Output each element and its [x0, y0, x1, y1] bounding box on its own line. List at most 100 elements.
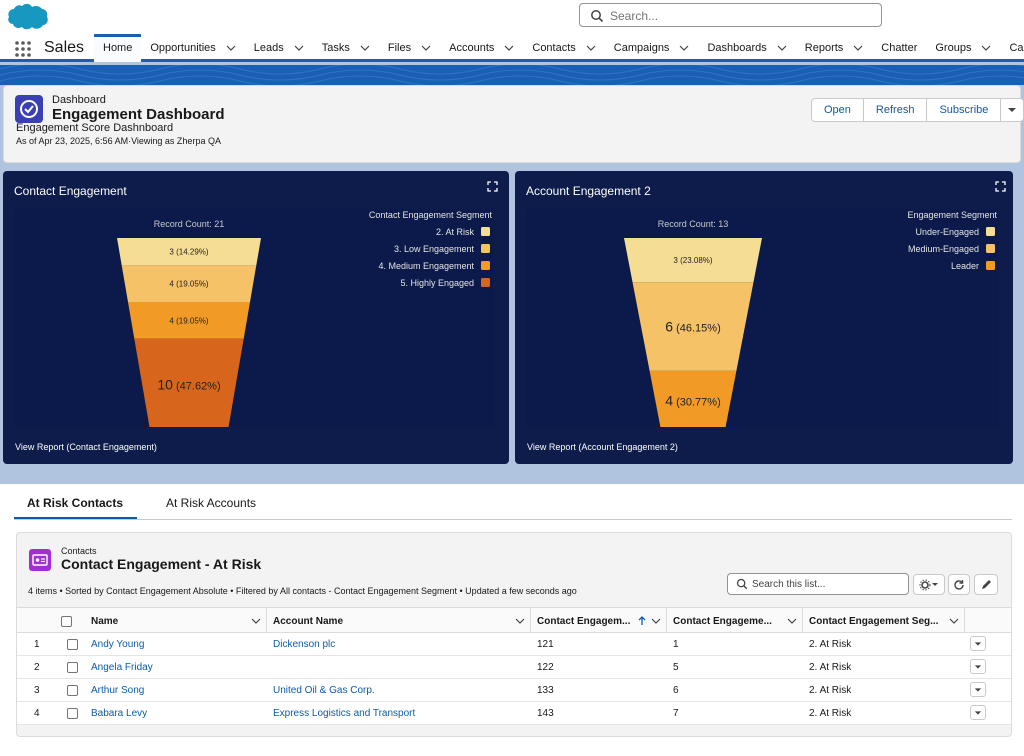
nav-tab-label: Opportunities [150, 42, 216, 54]
header-engagement-score[interactable]: Contact Engageme... [667, 608, 803, 634]
refresh-button[interactable]: Refresh [862, 98, 928, 122]
view-report-link[interactable]: View Report (Account Engagement 2) [527, 442, 678, 452]
nav-tab-reports[interactable]: Reports [796, 34, 873, 62]
legend-swatch [481, 227, 490, 236]
list-search-input[interactable]: Search this list... [727, 573, 909, 595]
legend-swatch [986, 244, 995, 253]
account-name-link[interactable]: Express Logistics and Transport [273, 708, 416, 719]
account-name-link[interactable]: United Oil & Gas Corp. [273, 685, 375, 696]
funnel-pct-label: (19.05%) [174, 280, 209, 289]
row-checkbox[interactable] [67, 639, 78, 650]
header-engagement-segment[interactable]: Contact Engagement Seg... [803, 608, 965, 634]
chevron-down-icon[interactable] [586, 43, 596, 53]
app-nav-bar: Sales Home Opportunities Leads Tasks Files Ac… [0, 34, 1024, 62]
header-name-label: Name [91, 615, 119, 627]
nav-tab-calendar[interactable]: Calendar [1000, 34, 1024, 62]
legend-swatch [481, 244, 490, 253]
pattern-icon [0, 65, 1024, 85]
legend-entry: Under-Engaged [915, 227, 979, 237]
select-all-checkbox[interactable] [61, 615, 72, 627]
contact-name-link[interactable]: Babara Levy [91, 708, 148, 719]
nav-tab-leads[interactable]: Leads [245, 34, 313, 62]
header-engagement-absolute[interactable]: Contact Engagem... [531, 608, 667, 634]
nav-tab-dashboards[interactable]: Dashboards [698, 34, 795, 62]
chevron-down-icon[interactable] [515, 616, 525, 626]
funnel-segment[interactable] [117, 238, 261, 266]
salesforce-logo-icon[interactable] [4, 2, 48, 32]
chevron-down-icon[interactable] [226, 43, 236, 53]
edit-list-button[interactable] [974, 574, 998, 595]
sort-ascending-icon[interactable] [637, 616, 647, 626]
header-engagement-score-label: Contact Engageme... [673, 615, 772, 627]
header-account-label: Account Name [273, 615, 344, 627]
chevron-down-icon[interactable] [360, 43, 370, 53]
chevron-down-icon[interactable] [504, 43, 514, 53]
row-actions-button[interactable] [970, 636, 986, 651]
chevron-down-icon[interactable] [853, 43, 863, 53]
list-info: 4 items • Sorted by Contact Engagement A… [28, 586, 577, 596]
tab-at-risk-accounts[interactable]: At Risk Accounts [166, 496, 257, 510]
contact-name-link[interactable]: Angela Friday [91, 662, 153, 673]
chevron-down-icon[interactable] [251, 616, 261, 626]
more-actions-button[interactable] [1000, 98, 1024, 122]
nav-tab-groups[interactable]: Groups [926, 34, 1000, 62]
nav-tab-home[interactable]: Home [94, 34, 142, 62]
contact-name-link[interactable]: Arthur Song [91, 685, 145, 696]
nav-tab-accounts[interactable]: Accounts [440, 34, 523, 62]
chevron-down-icon[interactable] [294, 43, 304, 53]
nav-tab-campaigns[interactable]: Campaigns [605, 34, 699, 62]
row-checkbox[interactable] [67, 662, 78, 673]
funnel-segment[interactable] [121, 265, 257, 302]
row-checkbox[interactable] [67, 685, 78, 696]
header-account-name[interactable]: Account Name [267, 608, 531, 634]
refresh-list-button[interactable] [948, 574, 970, 595]
expand-icon[interactable] [487, 181, 498, 192]
funnel-value-label: 3 [673, 256, 678, 265]
funnel-value-label: 4 [665, 392, 673, 408]
funnel-segment[interactable] [649, 370, 737, 427]
nav-tab-chatter[interactable]: Chatter [872, 34, 926, 62]
row-actions-button[interactable] [970, 705, 986, 720]
card-title: Account Engagement 2 [526, 184, 651, 198]
tab-at-risk-contacts[interactable]: At Risk Contacts [27, 496, 124, 510]
contact-name-link[interactable]: Andy Young [91, 639, 145, 650]
nav-tab-opportunities[interactable]: Opportunities [141, 34, 244, 62]
chevron-down-icon [974, 710, 982, 715]
contact-engagement-card: Contact Engagement Record Count: 21 Conta… [3, 171, 509, 464]
chevron-down-icon[interactable] [421, 43, 431, 53]
expand-icon[interactable] [995, 181, 1006, 192]
nav-tab-contacts[interactable]: Contacts [523, 34, 604, 62]
header-name[interactable]: Name [85, 608, 267, 634]
dashboard-eyebrow: Dashboard [52, 94, 106, 106]
funnel-data-label: 6 (46.15%) [665, 319, 721, 335]
app-launcher-icon[interactable] [14, 40, 32, 58]
chevron-down-icon[interactable] [949, 616, 959, 626]
chevron-down-icon[interactable] [679, 43, 689, 53]
row-checkbox[interactable] [67, 708, 78, 719]
nav-tab-tasks[interactable]: Tasks [313, 34, 379, 62]
funnel-data-label: 3 (14.29%) [169, 248, 208, 257]
funnel-segment[interactable] [134, 338, 244, 427]
row-actions-button[interactable] [970, 659, 986, 674]
funnel-segment[interactable] [632, 282, 754, 371]
funnel-value-label: 10 [157, 376, 173, 392]
funnel-segment[interactable] [624, 238, 762, 283]
list-settings-button[interactable] [913, 574, 945, 595]
chevron-down-icon[interactable] [777, 43, 787, 53]
chevron-down-icon[interactable] [651, 616, 661, 626]
chevron-down-icon[interactable] [981, 43, 991, 53]
funnel-segment[interactable] [128, 302, 250, 339]
legend-entry: 5. Highly Engaged [400, 278, 474, 288]
open-button[interactable]: Open [811, 98, 864, 122]
subscribe-button[interactable]: Subscribe [926, 98, 1002, 122]
account-name-link[interactable]: Dickenson plc [273, 639, 336, 650]
dashboard-subtitle: Engagement Score Dashnboard [16, 122, 174, 134]
view-report-link[interactable]: View Report (Contact Engagement) [15, 442, 157, 452]
legend-entry: 2. At Risk [436, 227, 475, 237]
chevron-down-icon[interactable] [787, 616, 797, 626]
row-actions-button[interactable] [970, 682, 986, 697]
global-search-input[interactable]: Search... [579, 3, 882, 27]
nav-tab-files[interactable]: Files [379, 34, 440, 62]
list-search-placeholder: Search this list... [752, 579, 826, 590]
engagement-score-cell: 5 [673, 662, 679, 673]
